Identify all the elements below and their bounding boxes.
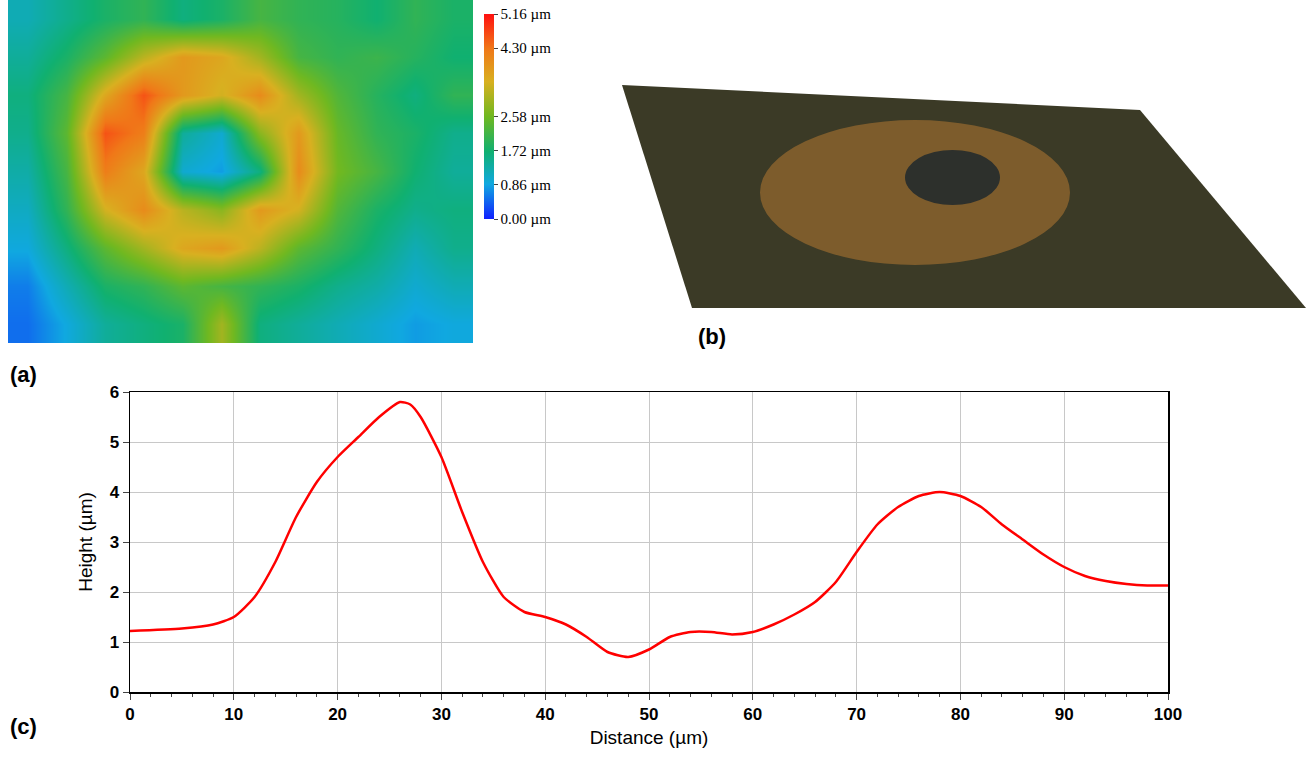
svg-text:Distance (µm): Distance (µm) <box>590 727 709 748</box>
svg-text:0: 0 <box>125 705 134 724</box>
svg-text:5: 5 <box>110 433 119 452</box>
svg-text:40: 40 <box>536 705 555 724</box>
svg-text:(a): (a) <box>10 362 37 387</box>
svg-text:0.86 µm: 0.86 µm <box>501 177 552 193</box>
svg-text:(c): (c) <box>10 714 37 739</box>
svg-text:10: 10 <box>224 705 243 724</box>
svg-text:60: 60 <box>743 705 762 724</box>
svg-text:2: 2 <box>110 583 119 602</box>
svg-text:70: 70 <box>847 705 866 724</box>
svg-text:1: 1 <box>110 633 119 652</box>
svg-text:3: 3 <box>110 533 119 552</box>
svg-text:(b): (b) <box>698 324 726 349</box>
svg-text:4.30 µm: 4.30 µm <box>501 40 552 56</box>
svg-text:1.72 µm: 1.72 µm <box>501 143 552 159</box>
svg-text:Height (µm): Height (µm) <box>75 492 96 592</box>
svg-text:100: 100 <box>1154 705 1182 724</box>
svg-text:6: 6 <box>110 383 119 402</box>
svg-text:90: 90 <box>1055 705 1074 724</box>
svg-text:0: 0 <box>110 683 119 702</box>
svg-text:50: 50 <box>640 705 659 724</box>
svg-text:5.16 µm: 5.16 µm <box>501 6 552 22</box>
svg-text:2.58 µm: 2.58 µm <box>501 109 552 125</box>
svg-text:4: 4 <box>110 483 120 502</box>
svg-text:80: 80 <box>951 705 970 724</box>
svg-text:20: 20 <box>328 705 347 724</box>
svg-text:0.00 µm: 0.00 µm <box>501 211 552 227</box>
svg-text:30: 30 <box>432 705 451 724</box>
